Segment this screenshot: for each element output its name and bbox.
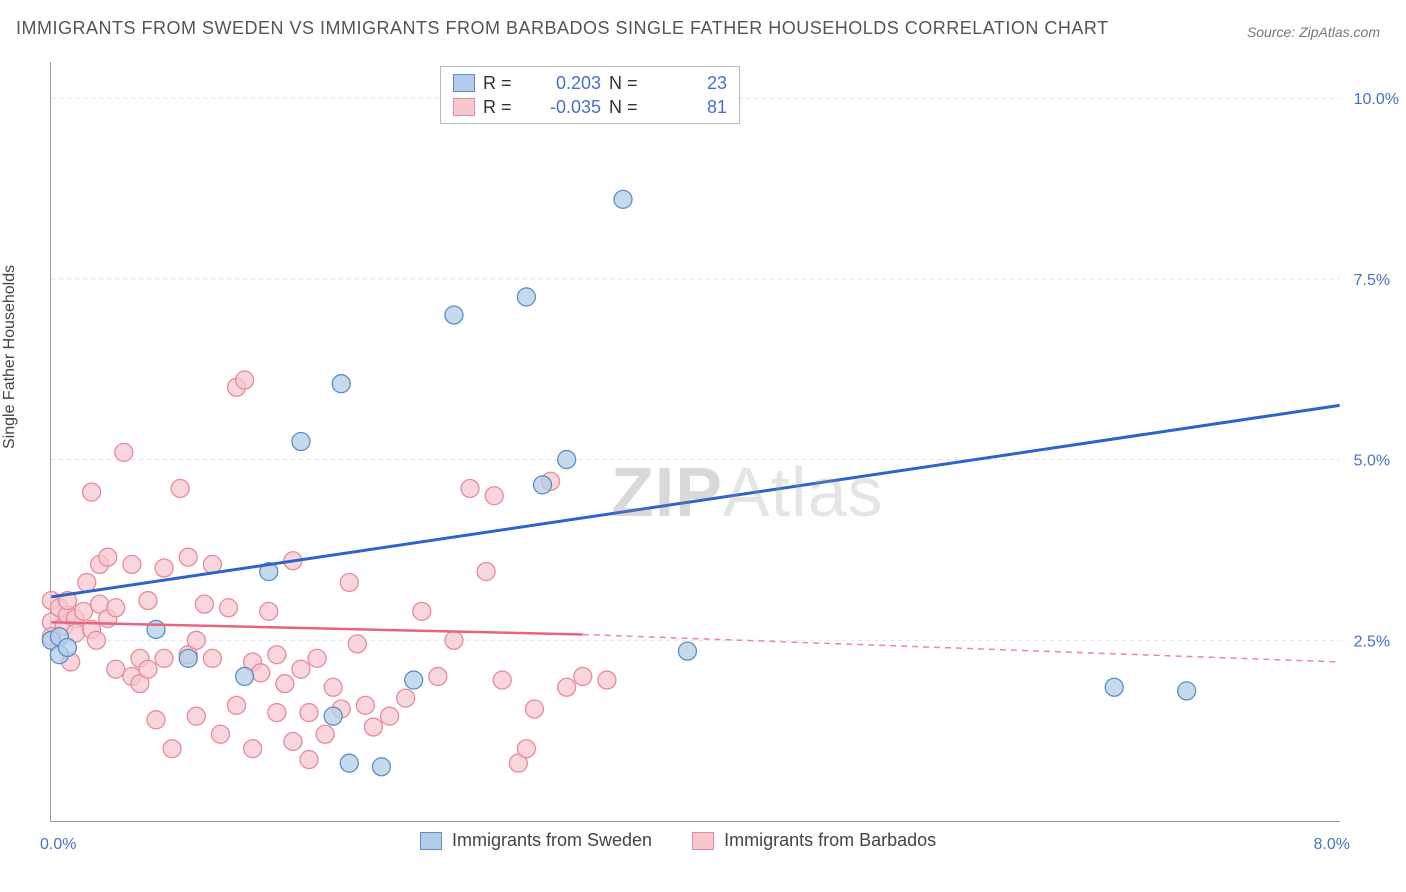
svg-text:10.0%: 10.0% (1354, 91, 1399, 108)
plot-area: 2.5%5.0%7.5%10.0% ZIPAtlas (50, 62, 1340, 822)
y-axis-title: Single Father Households (1, 265, 19, 449)
svg-text:2.5%: 2.5% (1354, 633, 1390, 650)
x-tick-right: 8.0% (1314, 836, 1350, 854)
legend-row-sweden: R = 0.203 N = 23 (453, 71, 727, 95)
svg-text:5.0%: 5.0% (1354, 453, 1390, 470)
chart-svg: 2.5%5.0%7.5%10.0% (51, 62, 1340, 821)
source-attribution: Source: ZipAtlas.com (1247, 24, 1380, 40)
swatch-barbados-bottom (692, 832, 714, 850)
svg-text:7.5%: 7.5% (1354, 272, 1390, 289)
legend-row-barbados: R = -0.035 N = 81 (453, 95, 727, 119)
swatch-sweden (453, 74, 475, 92)
legend-series: Immigrants from Sweden Immigrants from B… (420, 830, 936, 851)
swatch-barbados (453, 98, 475, 116)
x-tick-left: 0.0% (40, 836, 76, 854)
chart-title: IMMIGRANTS FROM SWEDEN VS IMMIGRANTS FRO… (16, 18, 1109, 39)
legend-item-sweden: Immigrants from Sweden (420, 830, 652, 851)
legend-correlation: R = 0.203 N = 23 R = -0.035 N = 81 (440, 66, 740, 124)
swatch-sweden-bottom (420, 832, 442, 850)
legend-item-barbados: Immigrants from Barbados (692, 830, 936, 851)
